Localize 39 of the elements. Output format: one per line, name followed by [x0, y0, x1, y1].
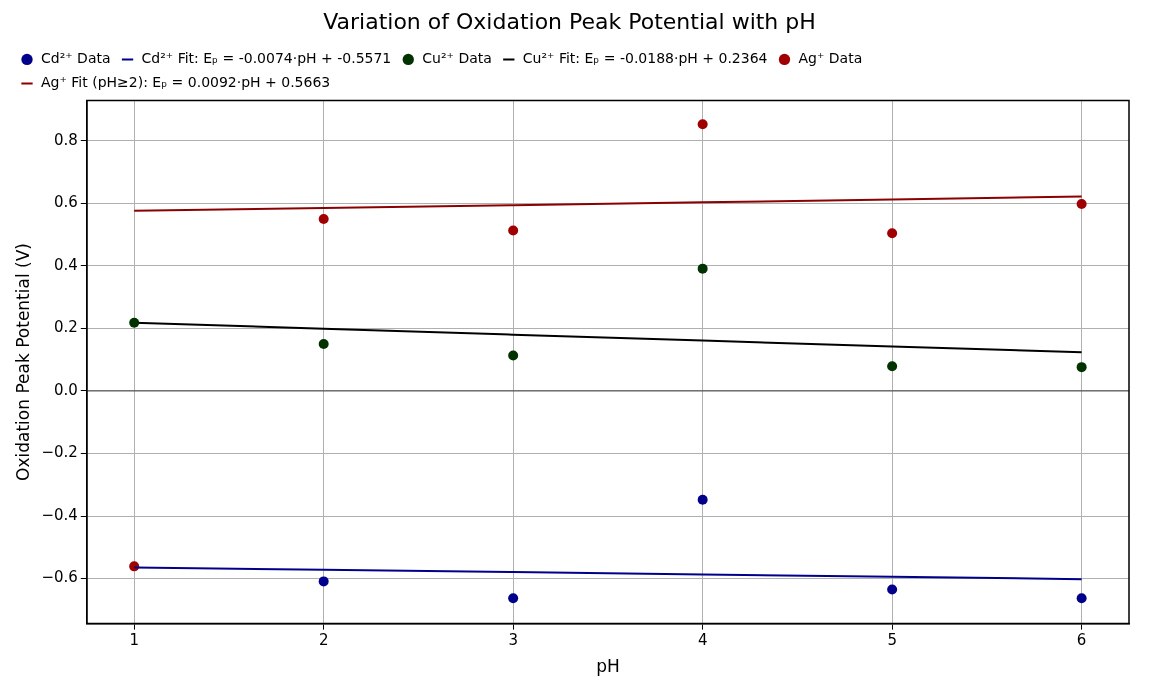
x-tick-label: 5: [887, 631, 897, 650]
point: [508, 593, 519, 604]
legend-label: Ag⁺ Fit (pH≥2): Eₚ = 0.0092·pH + 0.5663: [41, 74, 331, 91]
legend-label: Cd²⁺ Fit: Eₚ = -0.0074·pH + -0.5571: [141, 50, 392, 67]
x-tick-label: 4: [697, 631, 708, 650]
point: [1076, 198, 1087, 209]
y-tick-label: −0.2: [41, 443, 78, 462]
y-axis-title: Oxidation Peak Potential (V): [12, 243, 33, 481]
point: [697, 494, 708, 505]
point: [887, 228, 898, 239]
point: [508, 225, 519, 236]
legend-label: Cd²⁺ Data: [41, 50, 111, 67]
y-tick-label: 0.6: [53, 193, 78, 212]
x-tick-label: 1: [129, 631, 139, 650]
y-tick-label: 0.0: [53, 380, 78, 399]
point: [318, 339, 329, 350]
legend-label: Cu²⁺ Data: [422, 50, 492, 67]
legend-label: Ag⁺ Data: [798, 50, 863, 67]
legend-label: Cu²⁺ Fit: Eₚ = -0.0188·pH + 0.2364: [522, 50, 768, 67]
point: [318, 213, 329, 224]
x-tick-label: 3: [508, 631, 518, 650]
y-tick-label: −0.4: [41, 505, 78, 524]
point: [129, 317, 140, 328]
point: [697, 263, 708, 274]
chart-title: Variation of Oxidation Peak Potential with pH: [323, 8, 816, 34]
point: [318, 576, 329, 587]
x-axis-title: pH: [596, 656, 620, 677]
point: [1076, 362, 1087, 373]
point: [887, 584, 898, 595]
y-tick-label: −0.6: [41, 568, 78, 587]
y-tick-label: 0.4: [53, 255, 78, 274]
point: [1076, 593, 1087, 604]
y-tick-label: 0.2: [53, 318, 78, 337]
x-tick-label: 2: [318, 631, 329, 650]
point: [697, 119, 708, 130]
point: [508, 350, 519, 361]
point: [887, 361, 898, 372]
x-tick-label: 6: [1076, 631, 1087, 650]
y-tick-label: 0.8: [53, 130, 78, 149]
